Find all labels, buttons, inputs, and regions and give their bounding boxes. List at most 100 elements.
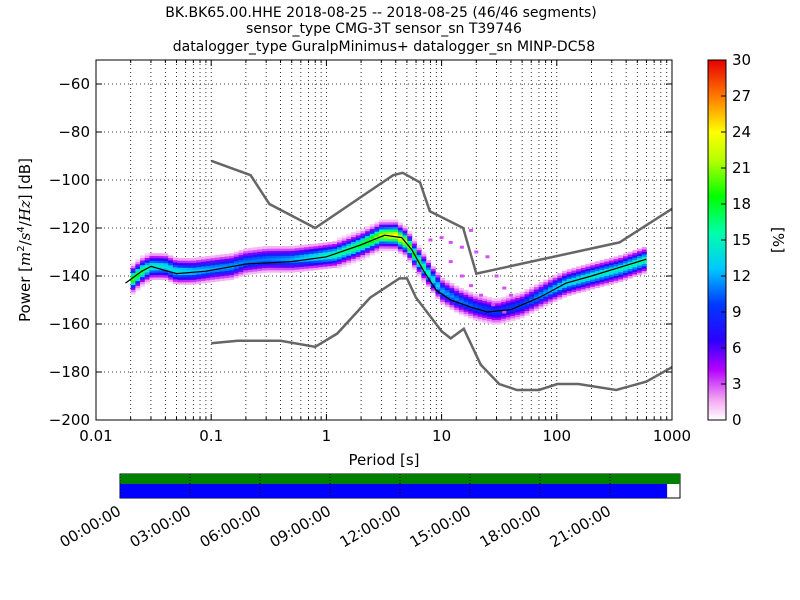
histogram-cell — [397, 227, 403, 231]
histogram-cell — [341, 254, 347, 258]
histogram-cell — [215, 266, 221, 270]
histogram-cell — [290, 248, 296, 252]
histogram-cell — [158, 272, 164, 276]
histogram-cell — [557, 289, 563, 293]
histogram-cell — [430, 268, 436, 272]
histogram-cell — [632, 266, 638, 270]
histogram-cell — [505, 317, 511, 320]
histogram-cell — [388, 241, 394, 244]
histogram-cell — [397, 251, 403, 255]
histogram-cell — [444, 285, 450, 288]
histogram-cell — [355, 256, 361, 260]
histogram-cell — [196, 262, 202, 265]
histogram-cell — [632, 264, 638, 268]
histogram-cell — [294, 255, 300, 258]
histogram-cell — [590, 281, 596, 285]
histogram-cell — [608, 269, 614, 273]
histogram-cell — [355, 237, 361, 241]
histogram-cell — [613, 275, 619, 279]
histogram-cell — [482, 317, 488, 321]
histogram-cell — [393, 224, 399, 228]
histogram-cell — [557, 272, 563, 276]
histogram-cell — [177, 279, 183, 283]
histogram-cell — [435, 279, 441, 283]
histogram-cell — [402, 230, 408, 234]
histogram-cell — [463, 301, 469, 305]
histogram-cell — [322, 252, 328, 255]
histogram-cell — [163, 263, 169, 266]
histogram-cell — [374, 250, 380, 254]
histogram-cell — [369, 247, 375, 251]
histogram-cell — [557, 287, 563, 291]
histogram-cell — [571, 284, 577, 288]
histogram-cell — [351, 234, 357, 238]
histogram-cell — [552, 275, 558, 278]
histogram-cell — [177, 270, 183, 273]
histogram-cell — [285, 246, 291, 249]
histogram-cell — [533, 298, 539, 302]
histogram-cell — [322, 261, 328, 265]
histogram-cell — [529, 303, 535, 307]
y-tick-label: −180 — [49, 363, 90, 381]
histogram-cell — [468, 303, 474, 307]
histogram-cell — [543, 279, 549, 283]
histogram-cell — [604, 258, 610, 262]
histogram-cell — [421, 277, 427, 281]
histogram-cell — [458, 307, 464, 310]
histogram-cell — [266, 262, 272, 266]
histogram-cell — [238, 257, 244, 260]
histogram-cell — [585, 268, 591, 272]
histogram-cell — [140, 281, 146, 285]
histogram-cell — [585, 283, 591, 286]
histogram-cell — [613, 263, 619, 267]
x-tick-label: 1000 — [653, 427, 691, 445]
title-line-2: sensor_type CMG-3T sensor_sn T39746 — [246, 21, 522, 37]
histogram-cell — [599, 262, 605, 266]
histogram-cell — [421, 263, 427, 267]
histogram-cell — [435, 277, 441, 280]
histogram-cell — [261, 255, 267, 259]
histogram-cell — [402, 249, 408, 253]
histogram-cell — [566, 276, 572, 280]
histogram-cell — [501, 299, 507, 302]
histogram-cell — [332, 262, 338, 266]
histogram-cell — [627, 263, 633, 267]
histogram-cell — [365, 228, 371, 232]
histogram-cell — [393, 219, 399, 223]
histogram-cell — [477, 316, 483, 320]
histogram-cell — [421, 280, 427, 283]
histogram-cell — [210, 272, 216, 275]
histogram-cell — [604, 278, 610, 281]
histogram-cell — [496, 298, 502, 301]
histogram-cell — [172, 262, 178, 265]
histogram-cell — [515, 316, 521, 320]
histogram-cell — [440, 280, 446, 283]
colorbar-tick-label: 3 — [732, 375, 742, 393]
histogram-cell — [482, 300, 488, 304]
histogram-cell — [257, 258, 263, 262]
histogram-cell — [529, 286, 535, 290]
histogram-cell — [407, 235, 413, 239]
histogram-cell — [407, 255, 413, 258]
histogram-cell — [154, 260, 160, 264]
histogram-cell — [487, 316, 493, 319]
histogram-cell — [538, 301, 544, 304]
histogram-cell — [496, 322, 502, 325]
histogram-cell — [515, 292, 521, 296]
histogram-cell — [515, 314, 521, 318]
histogram-cell — [140, 284, 146, 287]
histogram-cell — [182, 262, 188, 266]
colorbar-tick-label: 18 — [732, 195, 751, 213]
histogram-cell — [426, 260, 432, 263]
histogram-cell — [135, 271, 141, 274]
histogram-cell — [130, 272, 136, 276]
histogram-cell — [566, 290, 572, 294]
histogram-cell — [252, 259, 258, 263]
histogram-cell — [294, 245, 300, 249]
histogram-cell — [313, 250, 319, 254]
histogram-cell — [580, 281, 586, 285]
histogram-cell — [463, 313, 469, 317]
histogram-cell — [299, 254, 305, 258]
histogram-cell — [491, 319, 497, 323]
histogram-cell — [557, 275, 563, 279]
